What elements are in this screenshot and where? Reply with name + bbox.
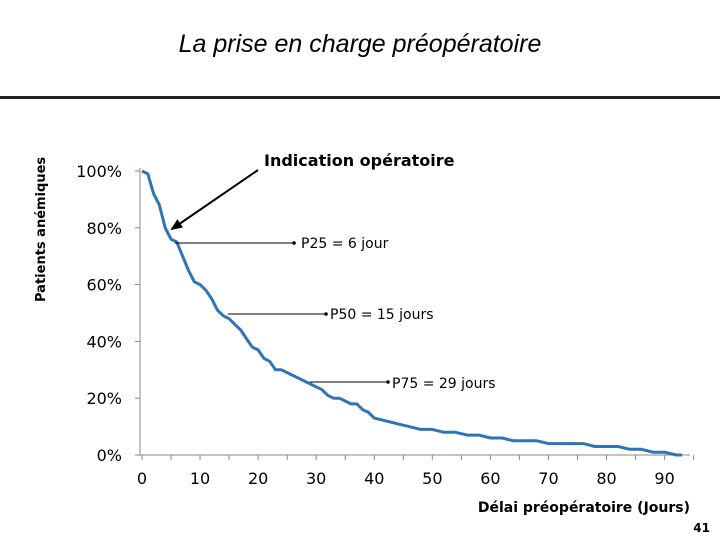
x-tick-labels: 0 10 20 30 40 50 60 70 80 90 <box>137 469 675 488</box>
y-tick-marks <box>135 170 140 456</box>
x-tick-label: 40 <box>364 469 384 488</box>
x-tick-marks <box>141 455 695 460</box>
x-axis-label: Délai préopératoire (Jours) <box>478 500 690 516</box>
series-line-anemic-patients <box>141 169 682 457</box>
annotation-p75: P75 = 29 jours <box>392 376 496 392</box>
x-tick-label: 20 <box>248 469 268 488</box>
y-tick-label: 20% <box>86 389 122 408</box>
x-tick-label: 80 <box>596 469 616 488</box>
annotation-p50: P50 = 15 jours <box>330 307 434 323</box>
x-tick-label: 10 <box>190 469 210 488</box>
slide-title: La prise en charge préopératoire <box>178 30 542 58</box>
y-tick-label: 60% <box>86 276 122 295</box>
y-tick-label: 80% <box>86 219 122 238</box>
x-tick-label: 30 <box>306 469 326 488</box>
x-tick-label: 90 <box>654 469 674 488</box>
x-tick-label: 50 <box>422 469 442 488</box>
title-divider <box>0 96 720 99</box>
y-axis-label: Patients anémiques <box>34 157 49 302</box>
page-number: 41 <box>693 521 710 535</box>
x-tick-label: 60 <box>480 469 500 488</box>
x-tick-label: 0 <box>137 469 147 488</box>
annotation-p25: P25 = 6 jour <box>301 236 389 252</box>
y-tick-label: 100% <box>76 162 122 181</box>
arrow-indication <box>170 169 259 231</box>
y-tick-label: 40% <box>86 332 122 351</box>
y-tick-labels: 0% 20% 40% 60% 80% 100% <box>76 162 122 465</box>
annotation-indication-operatoire: Indication opératoire <box>264 151 455 170</box>
x-tick-label: 70 <box>538 469 558 488</box>
y-tick-label: 0% <box>97 446 122 465</box>
